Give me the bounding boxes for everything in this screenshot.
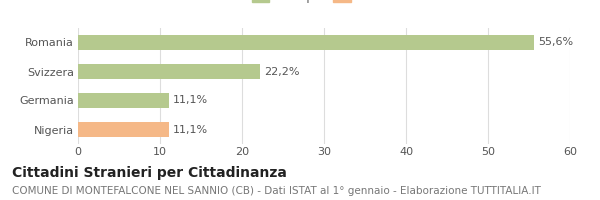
Bar — [78, 35, 534, 50]
Text: 55,6%: 55,6% — [538, 38, 573, 47]
Text: 11,1%: 11,1% — [173, 96, 208, 106]
Text: COMUNE DI MONTEFALCONE NEL SANNIO (CB) - Dati ISTAT al 1° gennaio - Elaborazione: COMUNE DI MONTEFALCONE NEL SANNIO (CB) -… — [12, 186, 541, 196]
Bar — [78, 93, 169, 108]
Text: Cittadini Stranieri per Cittadinanza: Cittadini Stranieri per Cittadinanza — [12, 166, 287, 180]
Text: 11,1%: 11,1% — [173, 124, 208, 134]
Text: 22,2%: 22,2% — [264, 66, 299, 76]
Bar — [78, 122, 169, 137]
Legend: Europa, Africa: Europa, Africa — [251, 0, 397, 3]
Bar — [78, 64, 260, 79]
